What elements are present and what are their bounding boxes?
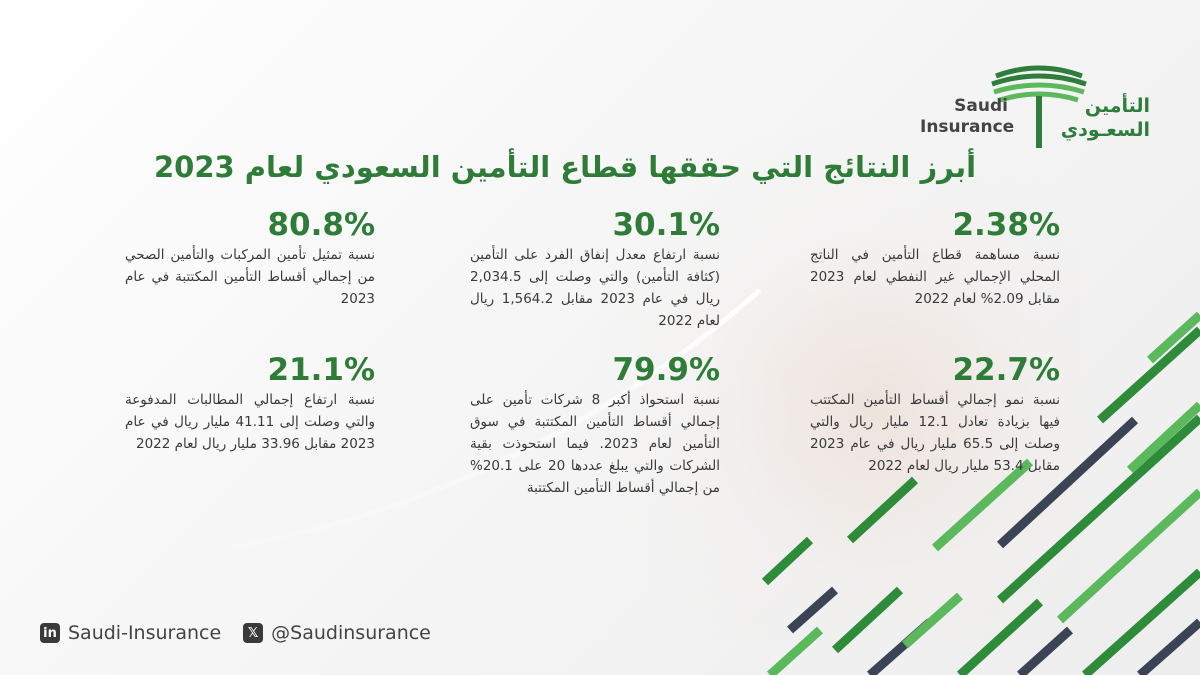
stat-card: 22.7% نسبة نمو إجمالي أقساط التأمين المك… <box>810 353 1060 477</box>
x-twitter-icon: 𝕏 <box>243 623 264 643</box>
logo-en-line1: Saudi <box>954 96 1008 116</box>
stat-value: 79.9% <box>612 352 720 388</box>
stat-value: 30.1% <box>612 207 720 243</box>
stat-card: 30.1% نسبة ارتفاع معدل إنفاق الفرد على ا… <box>470 208 720 332</box>
logo-en-line2: Insurance <box>920 117 1015 137</box>
linkedin-handle[interactable]: Saudi-Insurance <box>68 622 222 644</box>
stat-card: 79.9% نسبة استحواذ أكبر 8 شركات تأمين عل… <box>470 353 720 499</box>
stat-description: نسبة مساهمة قطاع التأمين في الناتج المحل… <box>810 247 1060 307</box>
stat-description: نسبة استحواذ أكبر 8 شركات تأمين على إجما… <box>470 392 720 496</box>
stat-value: 2.38% <box>952 207 1060 243</box>
saudi-insurance-logo: Saudi Insurance التأمين السعـودي <box>920 62 1150 152</box>
stat-value: 80.8% <box>267 207 375 243</box>
stat-description: نسبة نمو إجمالي أقساط التأمين المكتتب في… <box>810 392 1060 474</box>
linkedin-icon: in <box>40 623 60 643</box>
logo-ar-line1: التأمين <box>1084 95 1150 117</box>
stat-description: نسبة تمثيل تأمين المركبات والتأمين الصحي… <box>125 247 375 307</box>
stat-value: 21.1% <box>267 352 375 388</box>
stat-card: 21.1% نسبة ارتفاع إجمالي المطالبات المدف… <box>125 353 375 455</box>
stat-card: 80.8% نسبة تمثيل تأمين المركبات والتأمين… <box>125 208 375 310</box>
stat-description: نسبة ارتفاع معدل إنفاق الفرد على التأمين… <box>470 247 720 329</box>
stat-description: نسبة ارتفاع إجمالي المطالبات المدفوعة وا… <box>125 392 375 452</box>
palm-tree-logo-icon <box>991 65 1087 148</box>
page-title: أبرز النتائج التي حققها قطاع التأمين الس… <box>153 150 977 184</box>
social-footer: in Saudi-Insurance 𝕏 @Saudinsurance <box>40 620 431 646</box>
stat-card: 2.38% نسبة مساهمة قطاع التأمين في الناتج… <box>810 208 1060 310</box>
logo-english-text: Saudi Insurance <box>920 96 1015 138</box>
logo-arabic-text: التأمين السعـودي <box>1060 94 1150 142</box>
logo-ar-line2: السعـودي <box>1060 119 1150 141</box>
x-handle[interactable]: @Saudinsurance <box>271 622 431 644</box>
stat-value: 22.7% <box>952 352 1060 388</box>
